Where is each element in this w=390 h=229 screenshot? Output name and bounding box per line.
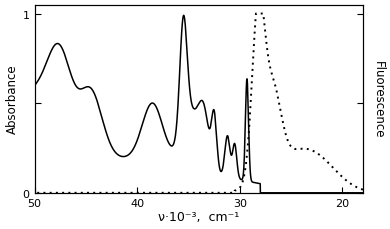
Y-axis label: Absorbance: Absorbance — [5, 65, 19, 134]
Y-axis label: Fluorescence: Fluorescence — [371, 61, 385, 138]
X-axis label: ν·10⁻³,  cm⁻¹: ν·10⁻³, cm⁻¹ — [158, 210, 239, 224]
